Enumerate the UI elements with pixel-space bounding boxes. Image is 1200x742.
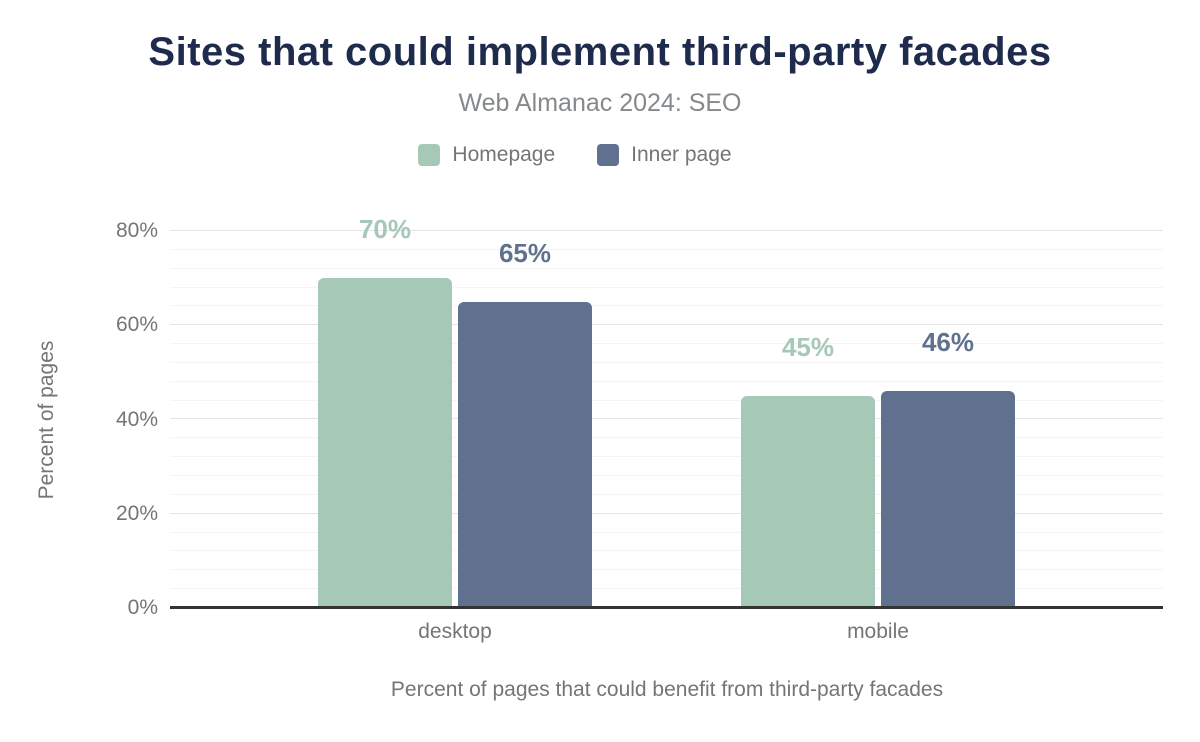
gridline-minor xyxy=(170,550,1163,551)
bar-desktop-homepage xyxy=(318,278,452,608)
bar-desktop-inner-page xyxy=(458,302,592,608)
value-label-desktop-homepage: 70% xyxy=(358,214,412,244)
gridline-minor xyxy=(170,569,1163,570)
gridline-minor xyxy=(170,249,1163,250)
y-tick-label: 40% xyxy=(115,408,158,431)
legend-label: Homepage xyxy=(452,143,556,166)
value-label-mobile-homepage: 45% xyxy=(781,332,835,362)
gridline-minor xyxy=(170,437,1163,438)
x-axis-line xyxy=(170,606,1163,609)
gridline-minor xyxy=(170,381,1163,382)
gridline-major xyxy=(170,513,1163,514)
legend-label: Inner page xyxy=(631,143,732,166)
y-axis-title: Percent of pages xyxy=(35,340,58,500)
bar-mobile-homepage xyxy=(741,396,875,608)
gridline-minor xyxy=(170,532,1163,533)
gridline-minor xyxy=(170,362,1163,363)
value-label-mobile-inner-page: 46% xyxy=(921,327,975,357)
legend-swatch-icon xyxy=(597,144,620,166)
bar-mobile-inner-page xyxy=(881,391,1015,608)
plot-area: 70% 65% 45% 46% xyxy=(170,190,1163,609)
y-tick-label: 80% xyxy=(115,219,158,242)
y-tick-label: 60% xyxy=(115,313,158,336)
y-tick-label: 0% xyxy=(127,596,158,619)
gridline-minor xyxy=(170,287,1163,288)
gridline-minor xyxy=(170,400,1163,401)
gridline-minor xyxy=(170,475,1163,476)
chart-subtitle: Web Almanac 2024: SEO xyxy=(458,89,742,117)
gridline-minor xyxy=(170,588,1163,589)
value-label-desktop-inner-page: 65% xyxy=(498,238,552,268)
gridline-minor xyxy=(170,456,1163,457)
gridline-minor xyxy=(170,268,1163,269)
chart-title: Sites that could implement third-party f… xyxy=(148,30,1052,74)
legend-item-homepage: Homepage xyxy=(418,143,555,167)
legend-item-inner-page: Inner page xyxy=(597,143,732,167)
gridline-major xyxy=(170,324,1163,325)
gridline-minor xyxy=(170,305,1163,306)
legend-swatch-icon xyxy=(418,144,441,166)
x-category-label-desktop: desktop xyxy=(418,620,492,643)
x-axis-title: Percent of pages that could benefit from… xyxy=(390,678,944,701)
gridline-minor xyxy=(170,494,1163,495)
gridline-major xyxy=(170,418,1163,419)
chart-legend: Homepage Inner page xyxy=(0,143,1150,167)
gridline-minor xyxy=(170,343,1163,344)
gridline-major xyxy=(170,230,1163,231)
x-category-label-mobile: mobile xyxy=(847,620,909,643)
y-tick-label: 20% xyxy=(115,502,158,525)
